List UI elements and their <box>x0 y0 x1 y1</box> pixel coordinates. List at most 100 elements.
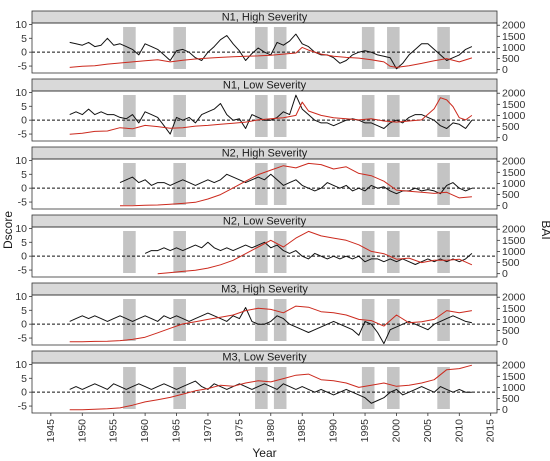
x-tick-label: 1990 <box>328 419 340 443</box>
shaded-period <box>437 163 450 205</box>
x-tick-label: 1970 <box>202 419 214 443</box>
left-tick-label: -5 <box>18 401 27 413</box>
left-tick-label: -5 <box>18 61 27 73</box>
right-tick-label: 2000 <box>502 360 526 372</box>
shaded-period <box>387 231 400 273</box>
panel-title: N2, Low Severity <box>223 216 307 228</box>
x-tick-label: 1965 <box>171 419 183 443</box>
shaded-period <box>387 367 400 409</box>
right-tick-label: 1000 <box>502 382 526 394</box>
dscore-line <box>69 380 472 404</box>
shaded-period <box>273 299 287 341</box>
right-tick-label: 1000 <box>502 178 526 190</box>
x-tick-label: 1955 <box>108 419 120 443</box>
right-tick-label: 1000 <box>502 42 526 54</box>
x-tick-label: 2010 <box>453 419 465 443</box>
panel-frame <box>31 294 498 346</box>
bai-line <box>69 305 472 343</box>
x-tick-label: 1995 <box>359 419 371 443</box>
dscore-line <box>144 241 473 265</box>
right-tick-label: 0 <box>502 200 508 212</box>
right-tick-label: 0 <box>502 336 508 348</box>
left-tick-label: -5 <box>18 265 27 277</box>
shaded-period <box>273 231 287 273</box>
right-tick-label: 1500 <box>502 371 526 383</box>
left-tick-label: -5 <box>18 129 27 141</box>
panel-frame <box>31 226 498 278</box>
right-tick-label: 2000 <box>502 88 526 100</box>
right-tick-label: 0 <box>502 268 508 280</box>
shaded-period <box>387 299 400 341</box>
panel-frame <box>31 22 498 74</box>
left-tick-label: 5 <box>21 169 27 181</box>
bai-line <box>120 162 472 207</box>
shaded-period <box>387 95 400 137</box>
x-tick-label: 1975 <box>233 419 245 443</box>
shaded-period <box>255 163 268 205</box>
shaded-period <box>123 163 136 205</box>
x-tick-label: 1980 <box>265 419 277 443</box>
shaded-period <box>273 163 287 205</box>
shaded-period <box>273 95 287 137</box>
x-tick-label: 1985 <box>296 419 308 443</box>
left-tick-label: 10 <box>15 291 27 303</box>
shaded-period <box>173 299 186 341</box>
shaded-period <box>173 163 186 205</box>
right-tick-label: 500 <box>502 53 520 65</box>
shaded-period <box>437 231 450 273</box>
panel-title: M3, Low Severity <box>222 352 307 364</box>
dscore-line <box>119 173 473 195</box>
bai-line <box>69 46 473 68</box>
left-tick-label: 5 <box>21 33 27 45</box>
left-tick-label: 10 <box>15 155 27 167</box>
x-tick-label: 2015 <box>485 419 497 443</box>
x-tick-label: 2005 <box>422 419 434 443</box>
panel-m3-low-severity: M3, Low Severity-50510050010001500200019… <box>15 350 526 443</box>
left-tick-label: 10 <box>15 359 27 371</box>
right-tick-label: 0 <box>502 404 508 416</box>
right-tick-label: 2000 <box>502 292 526 304</box>
left-tick-label: -5 <box>18 333 27 345</box>
shaded-period <box>255 231 268 273</box>
x-tick-label: 1960 <box>139 419 151 443</box>
right-tick-label: 0 <box>502 132 508 144</box>
left-tick-label: -5 <box>18 197 27 209</box>
shaded-period <box>173 231 186 273</box>
right-tick-label: 0 <box>502 64 508 76</box>
right-tick-label: 1500 <box>502 235 526 247</box>
left-tick-label: 5 <box>21 237 27 249</box>
panel-frame <box>31 158 498 210</box>
shaded-period <box>361 27 375 69</box>
left-tick-label: 5 <box>21 373 27 385</box>
bai-line <box>69 97 473 135</box>
shaded-period <box>437 95 450 137</box>
shaded-period <box>255 27 268 69</box>
shaded-period <box>361 95 375 137</box>
shaded-period <box>361 163 375 205</box>
right-tick-label: 500 <box>502 325 520 337</box>
x-axis-title: Year <box>252 446 276 460</box>
right-tick-label: 2000 <box>502 20 526 32</box>
shaded-period <box>255 367 268 409</box>
right-tick-label: 500 <box>502 257 520 269</box>
shaded-period <box>123 231 136 273</box>
dscore-line <box>69 307 473 345</box>
right-tick-label: 500 <box>502 121 520 133</box>
panel-title: N2, High Severity <box>222 148 308 160</box>
right-tick-label: 1000 <box>502 314 526 326</box>
left-tick-label: 10 <box>15 87 27 99</box>
shaded-period <box>173 27 186 69</box>
left-tick-label: 10 <box>15 19 27 31</box>
right-tick-label: 500 <box>502 189 520 201</box>
left-tick-label: 0 <box>21 251 27 263</box>
shaded-period <box>387 163 400 205</box>
x-tick-label: 2000 <box>390 419 402 443</box>
shaded-period <box>255 95 268 137</box>
left-tick-label: 5 <box>21 305 27 317</box>
